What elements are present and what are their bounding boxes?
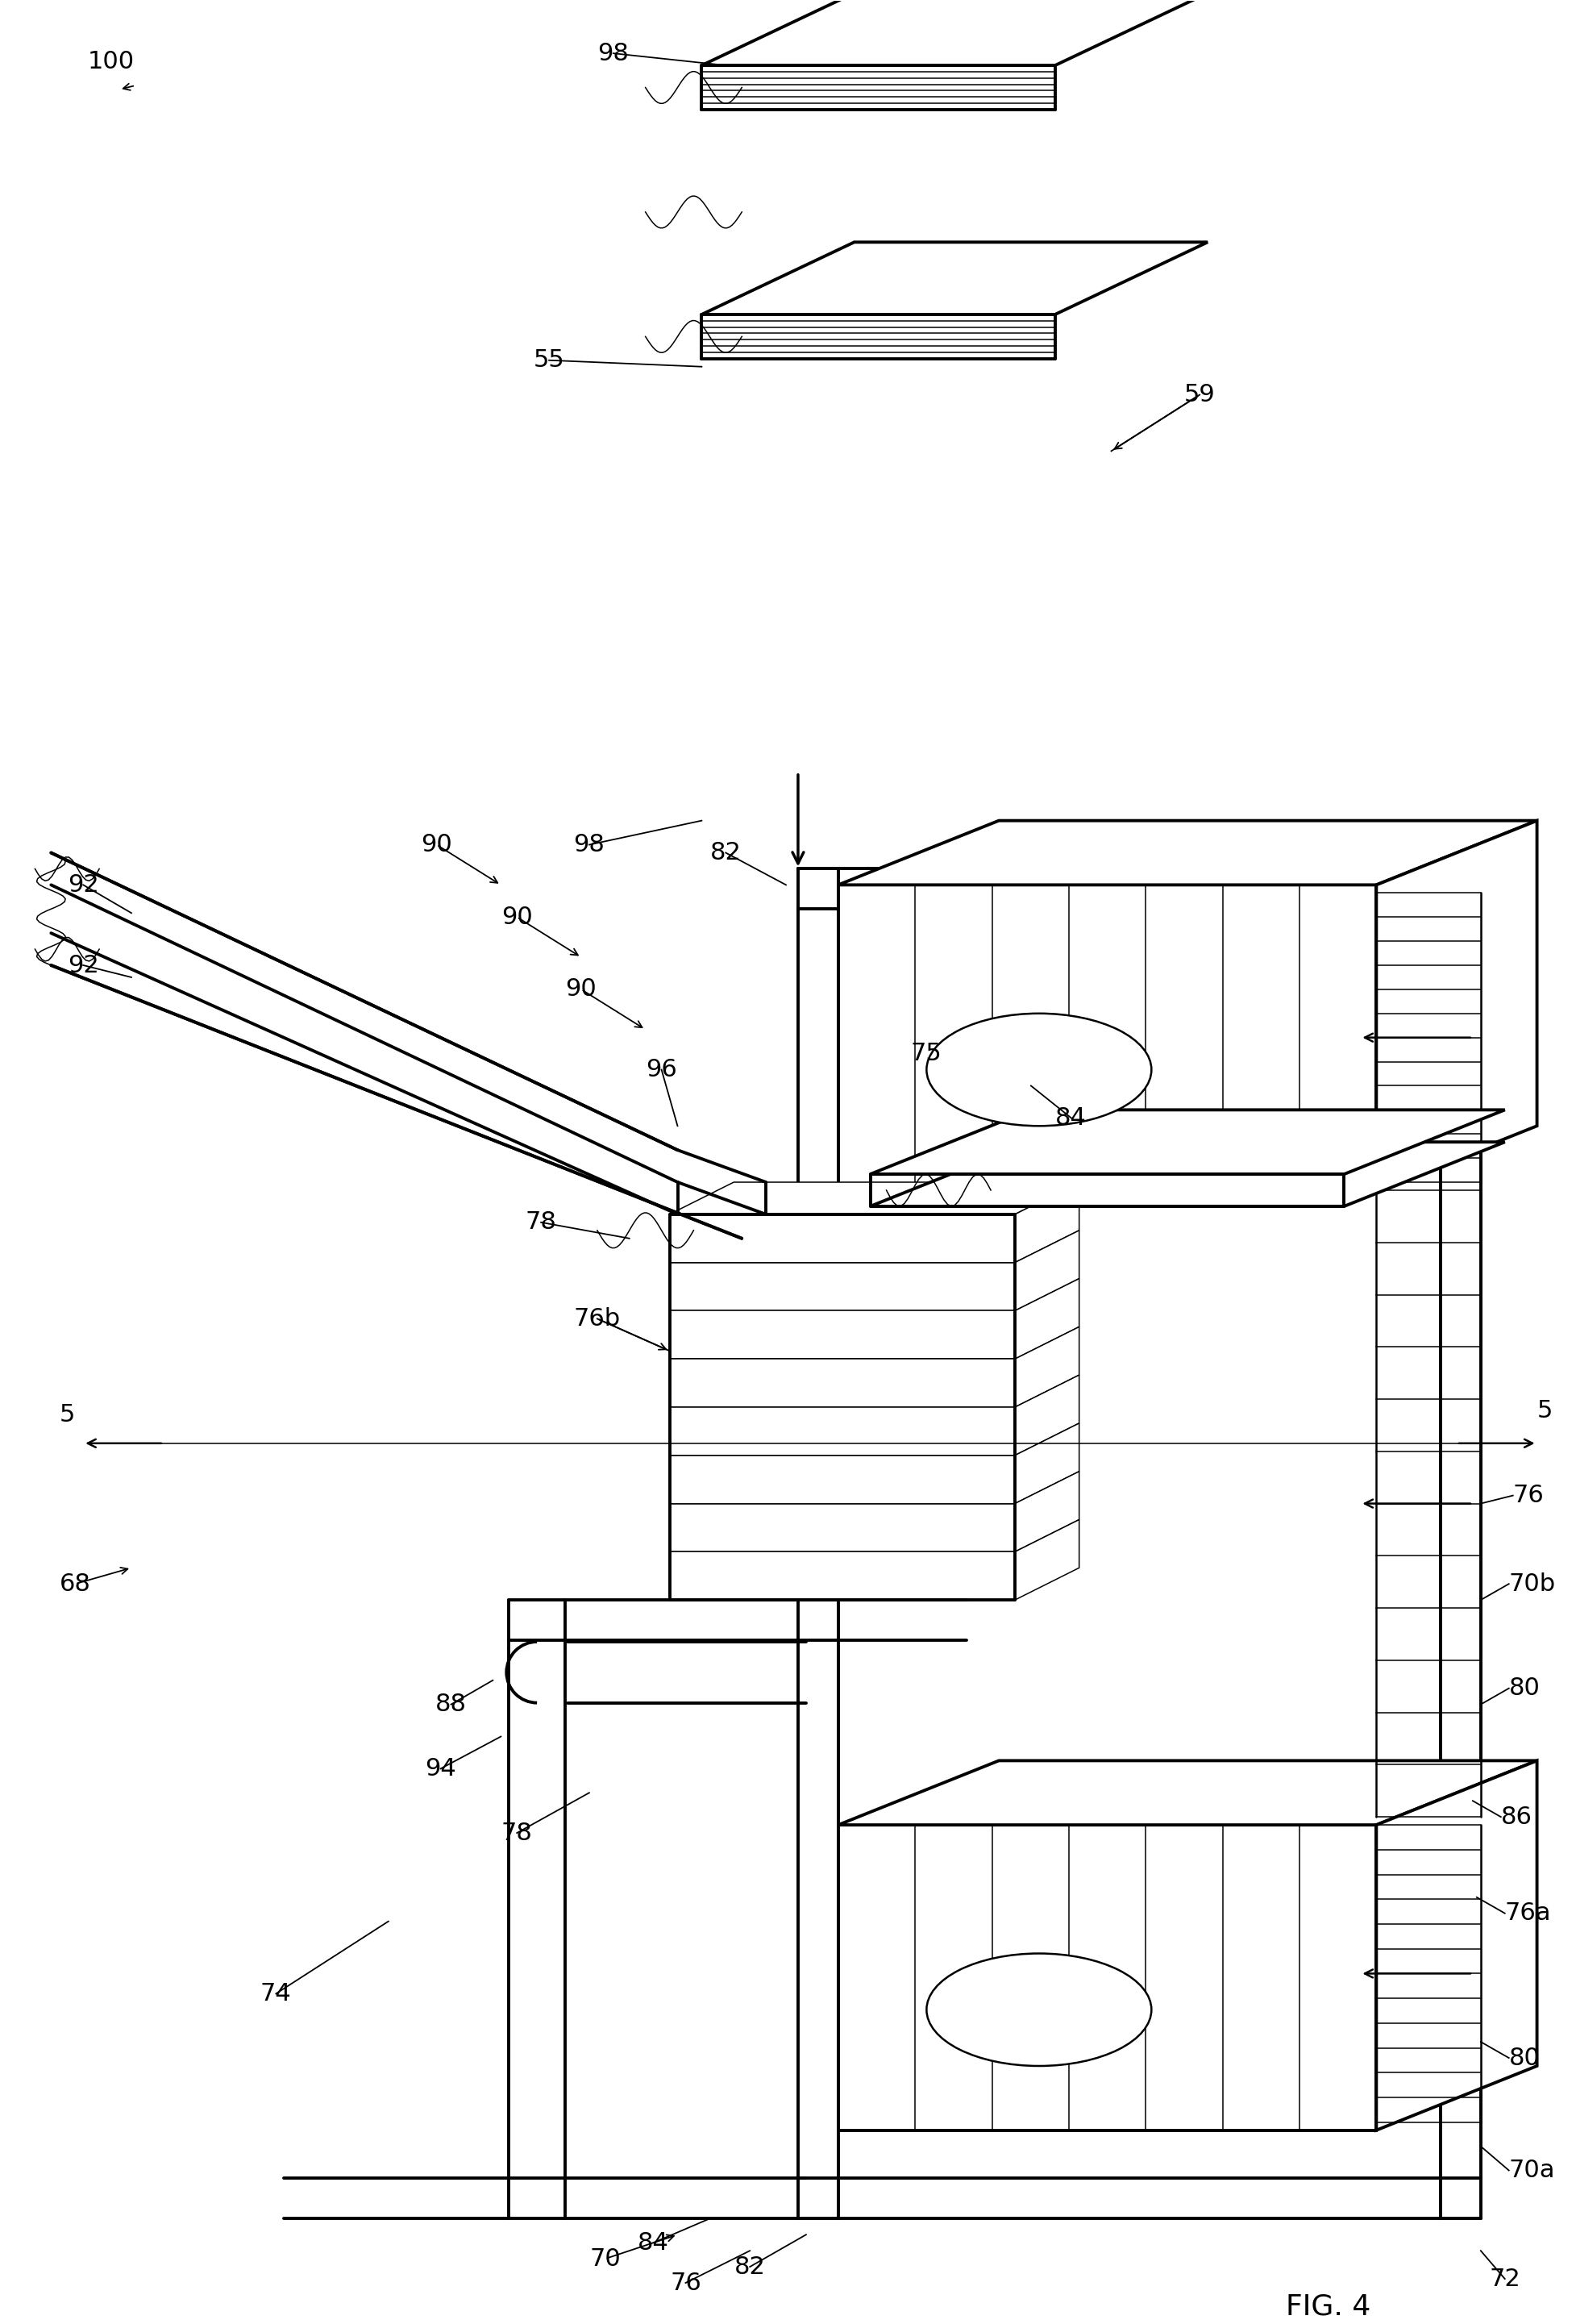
Polygon shape: [1015, 1376, 1078, 1455]
Text: 75: 75: [911, 1041, 942, 1064]
Text: 74: 74: [260, 1982, 292, 2006]
Text: 90: 90: [501, 906, 533, 930]
Polygon shape: [1376, 1762, 1537, 2131]
Polygon shape: [1015, 1229, 1078, 1311]
Polygon shape: [838, 1762, 1537, 1824]
Text: 76b: 76b: [574, 1306, 621, 1329]
Text: 82: 82: [734, 2254, 764, 2278]
Text: 98: 98: [597, 42, 629, 65]
Polygon shape: [670, 1360, 1015, 1406]
Text: 98: 98: [574, 832, 605, 858]
Polygon shape: [670, 1215, 1015, 1262]
Polygon shape: [670, 1406, 1015, 1455]
Polygon shape: [1015, 1471, 1078, 1552]
Text: 100: 100: [87, 49, 134, 72]
Text: 96: 96: [646, 1057, 676, 1081]
Text: 94: 94: [426, 1757, 455, 1780]
Polygon shape: [670, 1183, 1078, 1215]
Polygon shape: [701, 242, 1207, 314]
Polygon shape: [870, 1111, 1504, 1174]
Text: 68: 68: [60, 1573, 91, 1597]
Polygon shape: [838, 885, 1376, 1190]
Polygon shape: [870, 1141, 1504, 1206]
Polygon shape: [838, 820, 1537, 885]
Text: 84: 84: [637, 2231, 668, 2254]
Text: 86: 86: [1500, 1806, 1532, 1829]
Polygon shape: [670, 1262, 1015, 1311]
Polygon shape: [670, 1455, 1015, 1504]
Text: 90: 90: [421, 832, 452, 858]
Polygon shape: [1015, 1520, 1078, 1599]
Text: 88: 88: [435, 1692, 466, 1715]
Polygon shape: [1376, 820, 1537, 1190]
Text: 70: 70: [589, 2247, 621, 2271]
Text: 80: 80: [1508, 1676, 1540, 1701]
Text: 92: 92: [68, 953, 99, 976]
Polygon shape: [670, 1311, 1015, 1360]
Text: 5: 5: [60, 1404, 76, 1427]
Text: 78: 78: [525, 1211, 556, 1234]
Polygon shape: [1015, 1183, 1078, 1262]
Text: 84: 84: [1054, 1106, 1086, 1129]
Text: 55: 55: [533, 349, 564, 372]
Polygon shape: [701, 0, 1207, 65]
Text: 5: 5: [1537, 1399, 1552, 1422]
Ellipse shape: [927, 1954, 1150, 2066]
Text: FIG. 4: FIG. 4: [1284, 2294, 1370, 2322]
Ellipse shape: [927, 1013, 1150, 1125]
Text: 59: 59: [1184, 383, 1215, 407]
Text: 70a: 70a: [1508, 2159, 1554, 2182]
Text: 90: 90: [566, 978, 596, 1002]
Text: 78: 78: [501, 1822, 533, 1845]
Text: 80: 80: [1508, 2045, 1540, 2071]
Polygon shape: [670, 1552, 1015, 1599]
Text: 76: 76: [670, 2271, 701, 2294]
Text: 76a: 76a: [1504, 1901, 1551, 1924]
Polygon shape: [1015, 1422, 1078, 1504]
Text: 92: 92: [68, 874, 99, 897]
Text: 72: 72: [1488, 2268, 1519, 2291]
Polygon shape: [670, 1504, 1015, 1552]
Polygon shape: [1015, 1278, 1078, 1360]
Polygon shape: [1015, 1327, 1078, 1406]
Text: 70b: 70b: [1508, 1573, 1556, 1597]
Text: 76: 76: [1511, 1483, 1543, 1508]
Text: 82: 82: [709, 841, 741, 865]
Polygon shape: [838, 1824, 1376, 2131]
